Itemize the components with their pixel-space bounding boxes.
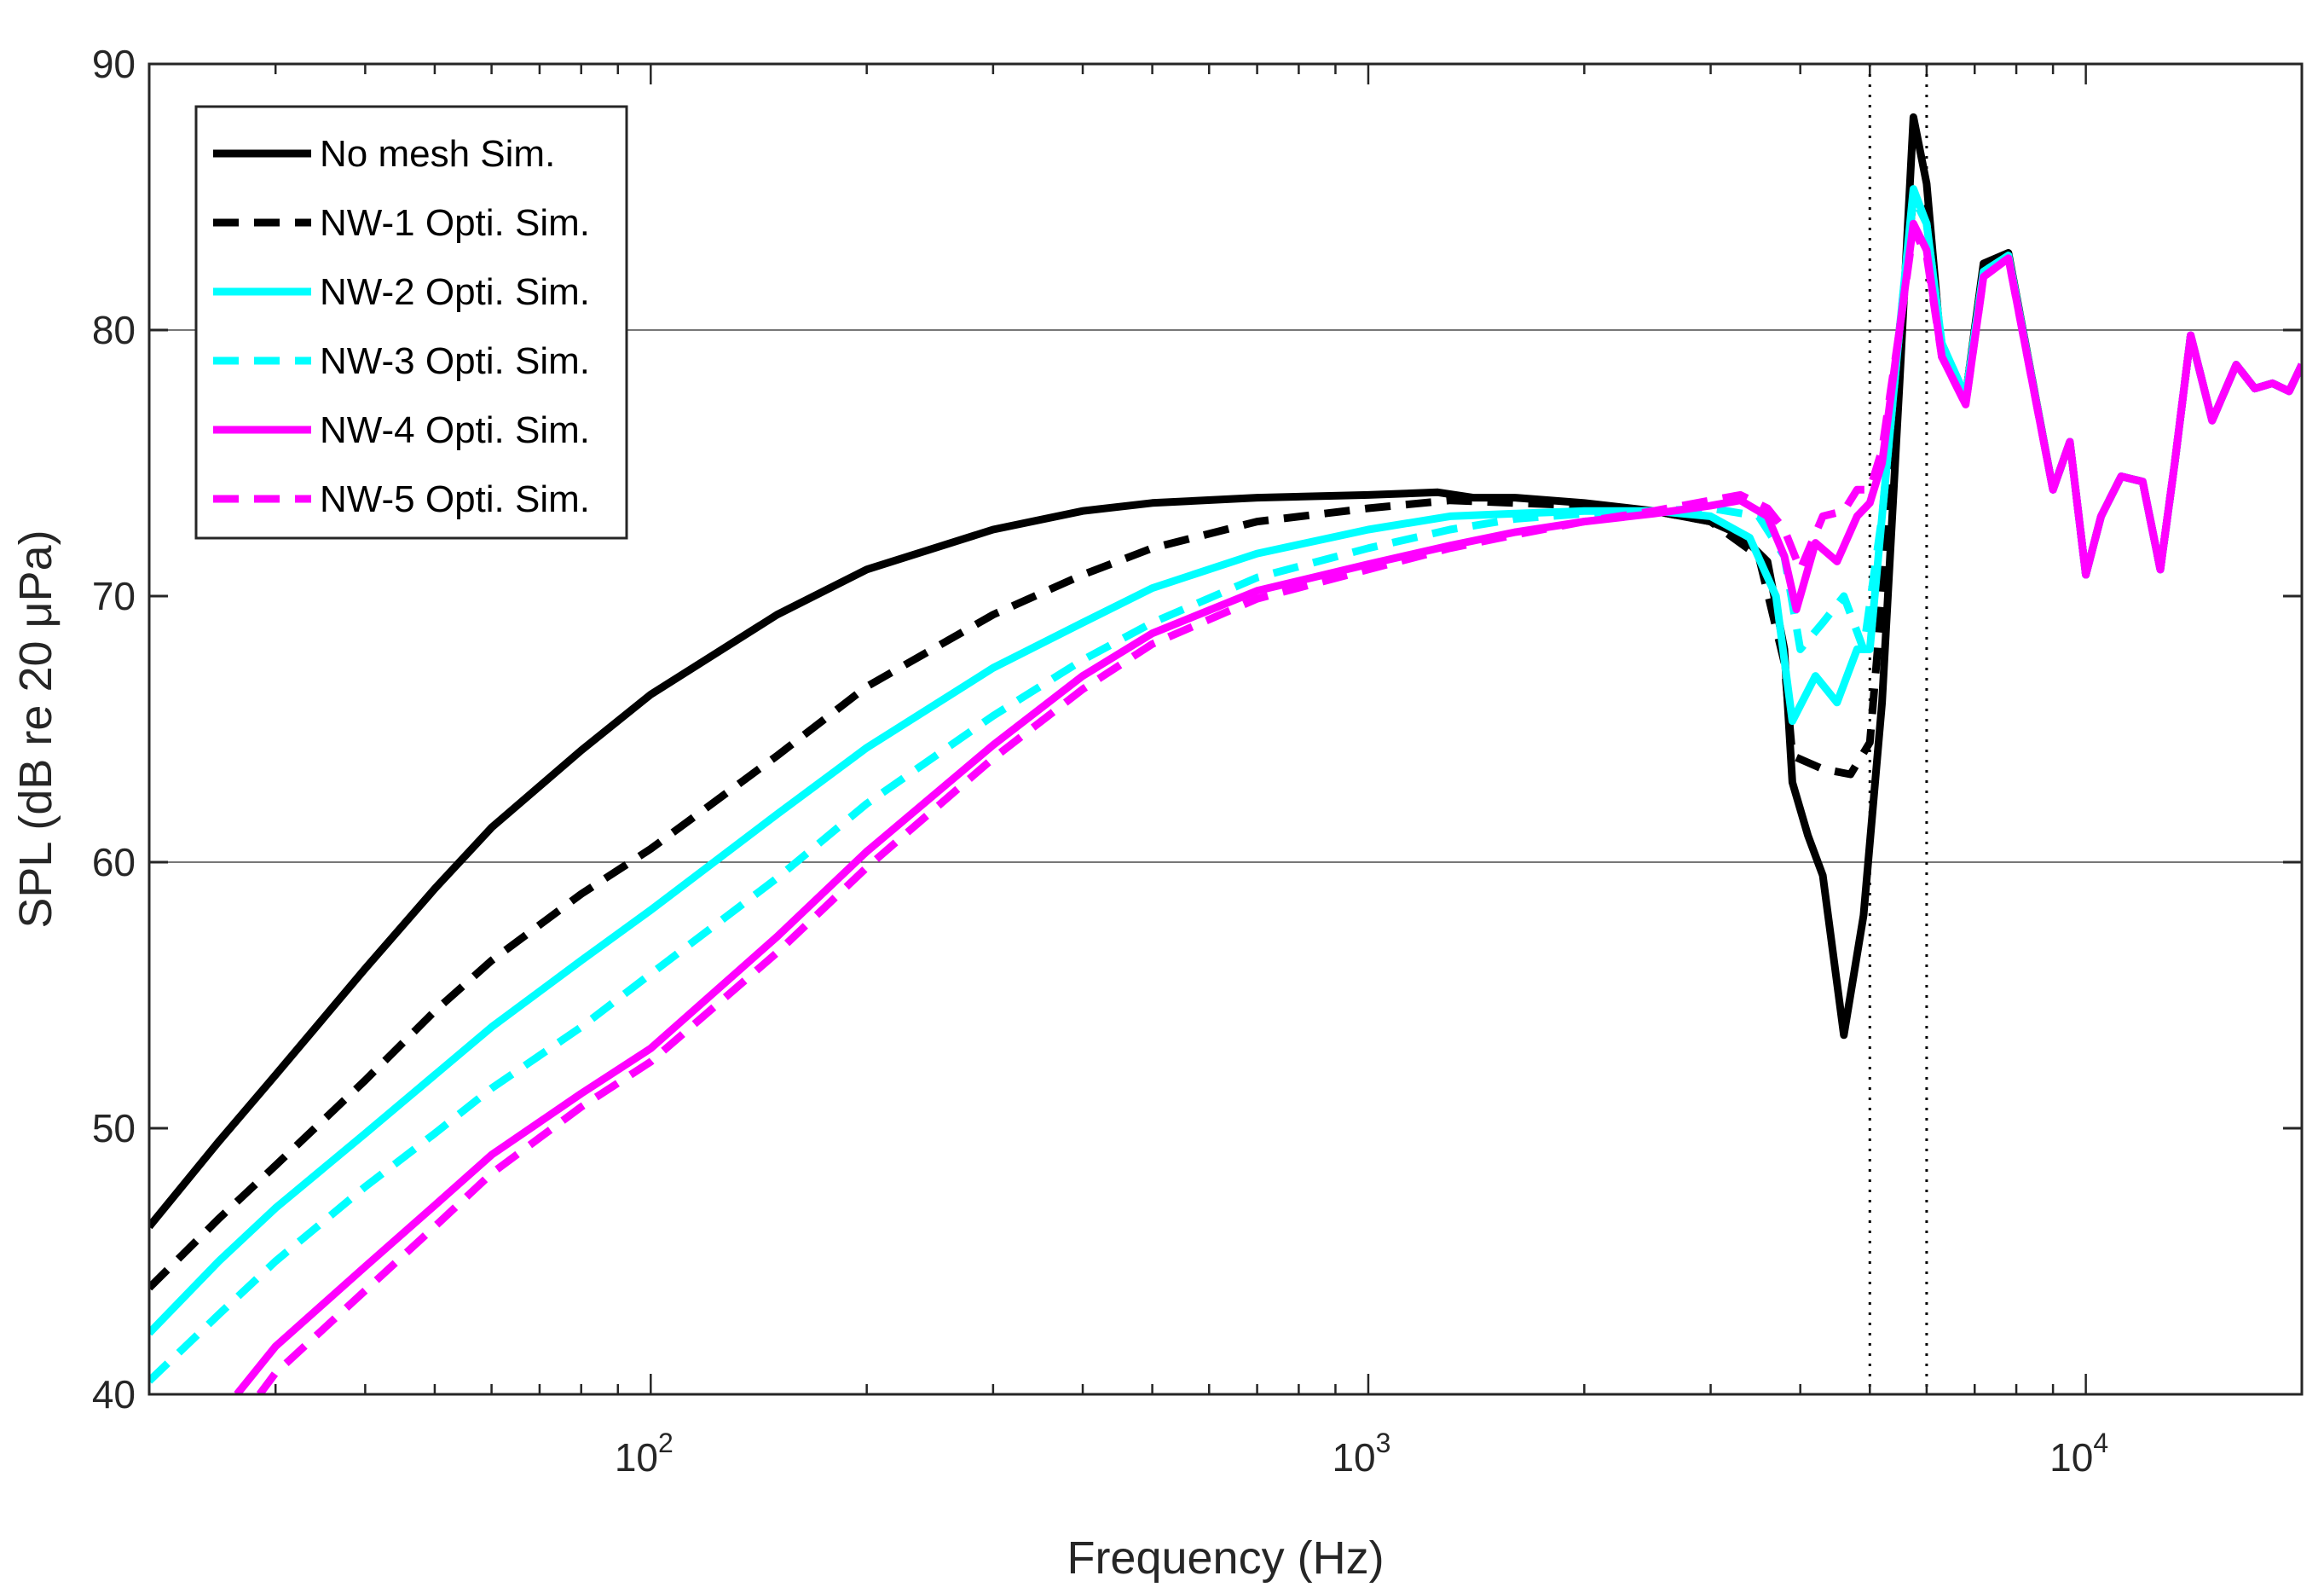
- y-tick-label-90: 90: [92, 42, 136, 86]
- y-tick-label-40: 40: [92, 1372, 136, 1416]
- y-axis-label: SPL (dB re 20 μPa): [10, 530, 61, 928]
- series-group: [149, 113, 2302, 1394]
- legend-label-2: NW-1 Opti. Sim.: [320, 202, 590, 244]
- legend-label-6: NW-5 Opti. Sim.: [320, 478, 590, 520]
- axes-box: [147, 62, 2304, 1396]
- legend-label-5: NW-4 Opti. Sim.: [320, 409, 590, 451]
- y-tick-label-70: 70: [92, 574, 136, 618]
- y-tick-label-60: 60: [92, 840, 136, 884]
- x-tick-label-10000: 104: [2049, 1428, 2108, 1480]
- legend: No mesh Sim. NW-1 Opti. Sim. NW-2 Opti. Si…: [194, 105, 628, 540]
- x-tick-label-1000: 103: [1332, 1428, 1390, 1480]
- legend-label-4: NW-3 Opti. Sim.: [320, 340, 590, 382]
- legend-label-1: No mesh Sim.: [320, 133, 555, 175]
- series-line-6: [256, 224, 2302, 1394]
- legend-box: [194, 105, 628, 540]
- axis-ticks: 40 50 60 70 80 90 102 103 104: [92, 42, 2304, 1480]
- legend-label-3: NW-2 Opti. Sim.: [320, 271, 590, 313]
- y-tick-label-50: 50: [92, 1106, 136, 1150]
- x-axis-label: Frequency (Hz): [1067, 1532, 1384, 1584]
- reference-lines: [1868, 64, 1928, 1394]
- y-tick-label-80: 80: [92, 308, 136, 352]
- x-tick-label-100: 102: [615, 1428, 673, 1480]
- series-line-5: [234, 219, 2302, 1394]
